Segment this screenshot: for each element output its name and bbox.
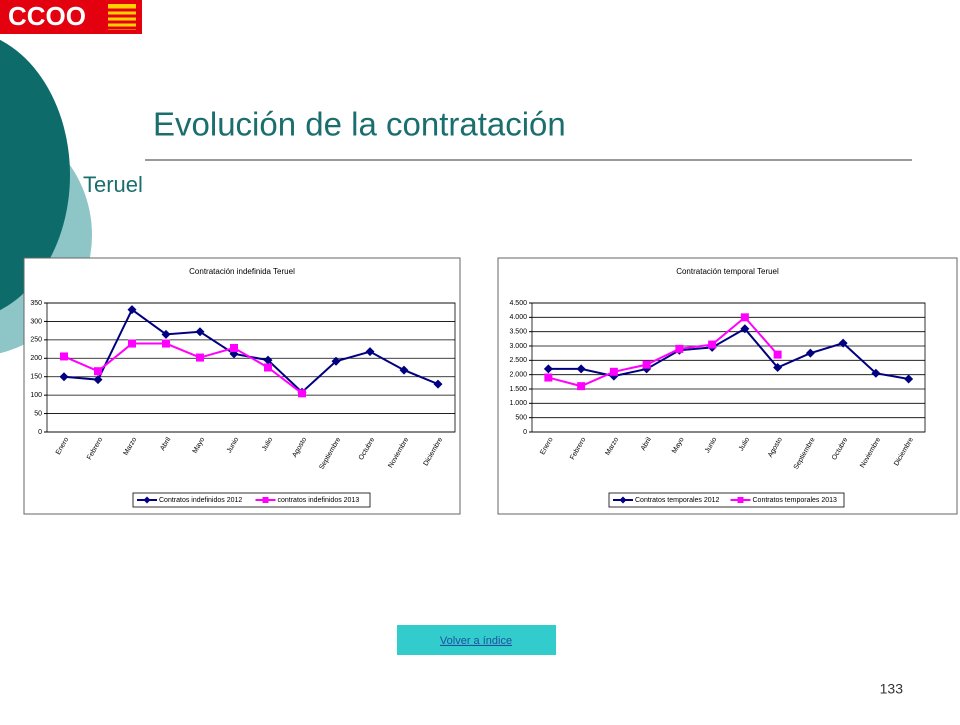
marker (904, 374, 914, 384)
y-tick-label: 3.000 (509, 343, 527, 350)
legend-label: Contratos temporales 2013 (753, 497, 838, 504)
link-button[interactable] (397, 625, 556, 655)
marker (128, 339, 136, 348)
y-tick-label: 350 (30, 300, 42, 307)
legend-marker (619, 496, 627, 504)
y-tick-label: 4.000 (509, 314, 527, 321)
y-tick-label: 250 (30, 337, 42, 344)
plot-area (531, 302, 926, 433)
marker (365, 347, 375, 357)
y-tick-label: 100 (30, 392, 42, 399)
marker (838, 338, 848, 348)
series-line (548, 315, 779, 388)
marker (544, 373, 553, 382)
marker (298, 389, 306, 398)
y-tick-label: 2.500 (509, 357, 527, 364)
y-tick-label: 300 (30, 318, 42, 325)
legend-marker (262, 497, 269, 503)
marker (609, 367, 618, 376)
marker (740, 313, 749, 322)
legend-marker (143, 496, 151, 504)
marker (264, 363, 272, 372)
y-tick-label: 500 (515, 415, 527, 422)
marker (399, 365, 409, 375)
marker (675, 344, 684, 353)
y-tick-label: 1.000 (509, 400, 527, 407)
marker (195, 327, 205, 337)
marker (162, 339, 170, 348)
y-tick-label: 50 (34, 410, 42, 417)
y-tick-label: 4.500 (509, 300, 527, 307)
series-line (63, 342, 303, 395)
link-text[interactable]: Volver a índice (440, 635, 512, 647)
marker (60, 352, 68, 361)
legend-label: Contratos indefinidos 2012 (159, 497, 242, 504)
y-tick-label: 200 (30, 355, 42, 362)
legend-box (132, 492, 371, 508)
marker (773, 350, 782, 359)
marker (127, 305, 137, 315)
y-tick-label: 0 (523, 429, 527, 436)
legend-label: contratos indefinidos 2013 (278, 497, 360, 504)
marker (871, 368, 881, 378)
y-tick-label: 1.500 (509, 386, 527, 393)
marker (161, 329, 171, 339)
marker (708, 340, 717, 349)
logo-stripes (108, 8, 136, 30)
marker (642, 360, 651, 369)
y-tick-label: 3.500 (509, 329, 527, 336)
chart-frame (23, 257, 461, 515)
marker (773, 363, 783, 372)
marker (59, 372, 69, 382)
marker (433, 379, 443, 389)
marker (577, 382, 586, 391)
marker (331, 356, 341, 366)
chart-title: Contratación temporal Teruel (676, 267, 779, 276)
legend-label: Contratos temporales 2012 (635, 497, 720, 504)
chart-frame (497, 257, 958, 515)
y-tick-label: 150 (30, 374, 42, 381)
marker (543, 364, 553, 374)
decor-circle (0, 39, 70, 311)
slide-title: Evolución de la contratación (153, 106, 566, 143)
logo: CCOO (8, 1, 86, 31)
marker (576, 364, 586, 374)
legend-marker (737, 497, 744, 503)
y-tick-label: 2.000 (509, 372, 527, 379)
chart-title: Contratación indefinida Teruel (189, 267, 295, 276)
marker (263, 355, 273, 365)
marker (196, 353, 204, 362)
plot-area (46, 302, 456, 433)
page-number: 133 (880, 681, 904, 697)
marker (93, 375, 103, 385)
marker (230, 343, 238, 352)
marker (805, 348, 815, 358)
y-tick-label: 0 (38, 429, 42, 436)
legend-box (608, 492, 845, 508)
marker (94, 367, 102, 376)
subtitle: Teruel (83, 172, 143, 197)
marker (740, 324, 750, 334)
